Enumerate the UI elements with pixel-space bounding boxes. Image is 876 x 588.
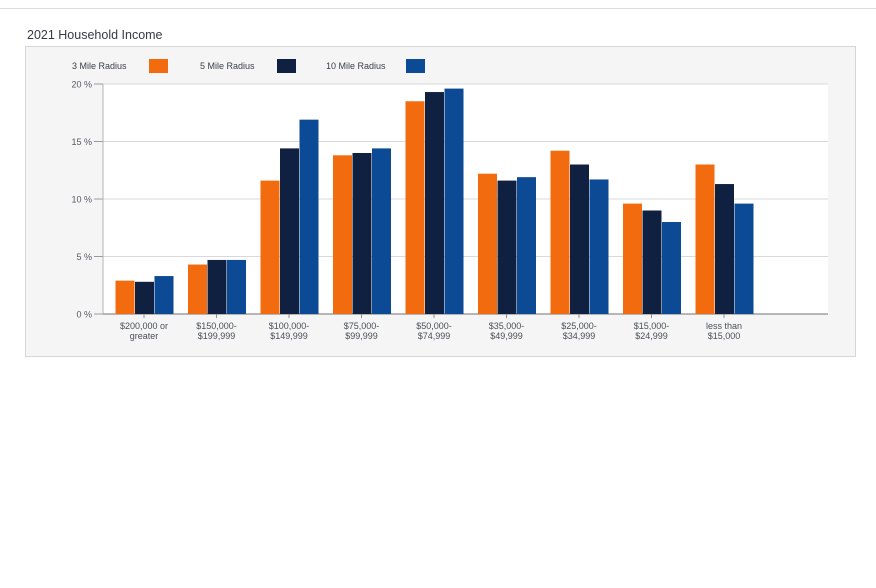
bar-5-mile-radius: [135, 281, 154, 314]
x-tick-label: $50,000-: [416, 321, 452, 331]
bar-10-mile-radius: [589, 179, 609, 314]
y-tick-label: 15 %: [71, 137, 92, 147]
top-divider: [0, 8, 876, 9]
bar-10-mile-radius: [372, 148, 391, 314]
x-tick-label: $34,999: [563, 331, 596, 341]
x-tick-label: $149,999: [270, 331, 308, 341]
bar-3-mile-radius: [260, 180, 280, 314]
bar-5-mile-radius: [207, 259, 227, 314]
x-tick-label: $75,000-: [344, 321, 380, 331]
legend-label: 3 Mile Radius: [72, 61, 127, 71]
bar-3-mile-radius: [188, 264, 207, 314]
chart-title: 2021 Household Income: [27, 28, 163, 42]
bar-3-mile-radius: [623, 203, 642, 314]
x-tick-label: $74,999: [418, 331, 451, 341]
bar-3-mile-radius: [478, 173, 497, 314]
y-tick-label: 5 %: [76, 252, 92, 262]
bar-10-mile-radius: [444, 88, 464, 314]
legend-label: 10 Mile Radius: [326, 61, 386, 71]
bar-10-mile-radius: [734, 203, 754, 314]
legend-swatch: [406, 59, 425, 73]
bar-5-mile-radius: [352, 153, 372, 314]
bar-5-mile-radius: [280, 148, 299, 314]
y-tick-label: 0 %: [76, 310, 92, 320]
bar-3-mile-radius: [115, 280, 135, 314]
legend-swatch: [277, 59, 296, 73]
bar-5-mile-radius: [642, 210, 662, 314]
bar-5-mile-radius: [715, 184, 734, 314]
bar-10-mile-radius: [227, 259, 246, 314]
bar-3-mile-radius: [333, 155, 352, 314]
x-tick-label: $100,000-: [269, 321, 310, 331]
x-tick-label: $35,000-: [489, 321, 525, 331]
bar-3-mile-radius: [405, 101, 425, 314]
x-tick-label: less than: [706, 321, 742, 331]
x-tick-label: $200,000 or: [120, 321, 168, 331]
x-tick-label: $24,999: [635, 331, 668, 341]
x-tick-label: $15,000: [708, 331, 741, 341]
x-tick-label: $49,999: [490, 331, 523, 341]
bar-5-mile-radius: [497, 180, 517, 314]
bar-10-mile-radius: [299, 119, 319, 315]
x-tick-label: greater: [130, 331, 159, 341]
x-tick-label: $15,000-: [634, 321, 670, 331]
bar-5-mile-radius: [570, 164, 589, 314]
y-tick-label: 10 %: [71, 195, 92, 205]
x-tick-label: $25,000-: [561, 321, 597, 331]
x-tick-label: $99,999: [345, 331, 378, 341]
bar-10-mile-radius: [517, 177, 536, 314]
x-tick-label: $150,000-: [196, 321, 237, 331]
bar-5-mile-radius: [425, 92, 444, 314]
x-tick-label: $199,999: [198, 331, 236, 341]
legend-label: 5 Mile Radius: [200, 61, 255, 71]
y-tick-label: 20 %: [71, 80, 92, 90]
bar-3-mile-radius: [550, 150, 570, 314]
bar-10-mile-radius: [154, 276, 174, 314]
bar-10-mile-radius: [662, 222, 681, 314]
legend-swatch: [149, 59, 168, 73]
bar-3-mile-radius: [695, 164, 715, 314]
